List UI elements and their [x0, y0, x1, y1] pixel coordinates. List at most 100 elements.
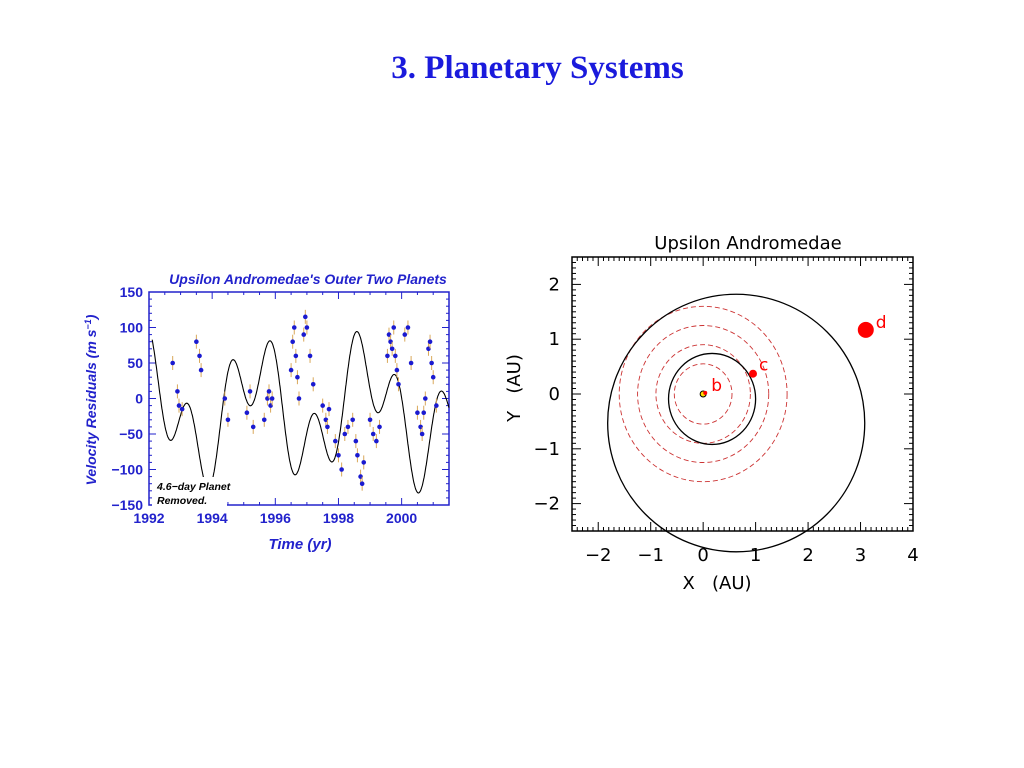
left-data-points — [170, 309, 439, 491]
habitable-zone-ring — [618, 305, 788, 483]
left-data-point — [291, 325, 297, 330]
left-data-point — [396, 382, 401, 387]
right-y-tick-label: −2 — [533, 494, 560, 515]
left-y-tick-label: 0 — [135, 391, 143, 407]
left-data-point — [393, 353, 398, 359]
left-data-point — [295, 374, 300, 380]
left-y-tick-label: 100 — [120, 320, 144, 336]
left-data-point — [385, 353, 390, 359]
left-x-tick-label: 2000 — [386, 510, 417, 526]
left-y-tick-label: −100 — [111, 462, 143, 478]
left-data-point — [370, 431, 376, 437]
left-data-point — [408, 360, 414, 366]
left-data-point — [374, 438, 379, 444]
left-data-point — [415, 410, 420, 415]
left-data-point — [304, 325, 310, 330]
habitable-zone-ring — [673, 363, 733, 425]
left-y-tick-label: 50 — [127, 355, 143, 371]
left-data-point — [301, 332, 307, 337]
left-data-point — [290, 339, 295, 344]
right-chart-title: Upsilon Andromedae — [654, 233, 841, 254]
right-x-tick-label: −2 — [585, 545, 612, 566]
left-data-point — [296, 396, 302, 401]
left-data-point — [429, 360, 434, 366]
left-x-tick-label: 1992 — [133, 510, 164, 526]
right-y-tick-label: 2 — [549, 274, 560, 295]
left-data-point — [359, 481, 365, 486]
annotation-line-1: 4.6−day Planet — [156, 481, 231, 493]
planet-c-label: c — [759, 356, 768, 376]
right-y-tick-label: −1 — [533, 439, 560, 460]
left-data-point — [325, 424, 330, 430]
right-axes — [571, 256, 914, 532]
left-x-axis-label: Time (yr) — [268, 536, 331, 553]
left-data-point — [419, 431, 425, 437]
right-y-axis-label: Y (AU) — [504, 354, 525, 423]
left-y-tick-label: −150 — [111, 497, 143, 513]
left-data-point — [353, 438, 359, 444]
left-data-point — [222, 396, 228, 401]
left-data-point — [367, 417, 373, 423]
left-data-point — [194, 339, 199, 344]
left-data-point — [430, 374, 436, 380]
annotation-line-2: Removed. — [157, 495, 207, 507]
orbit-diagram-chart: Upsilon Andromedae bcd 210−1−2−2 −1 0 1 2 3 4 … — [504, 233, 919, 594]
planet-b-marker — [703, 390, 708, 395]
left-data-point — [170, 360, 175, 366]
left-data-point — [244, 410, 250, 415]
planet-b-label: b — [711, 376, 722, 396]
left-y-axis-label-main: Velocity Residuals (m s — [83, 329, 99, 485]
left-data-point — [423, 396, 428, 401]
velocity-residuals-chart: Upsilon Andromedae's Outer Two Planets 1… — [83, 271, 450, 553]
planet-orbit — [667, 352, 757, 446]
left-data-point — [269, 396, 275, 401]
right-x-tick-label: 1 — [750, 545, 761, 566]
left-data-point — [310, 382, 316, 387]
right-x-axis-label: X (AU) — [682, 573, 751, 594]
left-data-point — [339, 467, 344, 472]
right-x-tick-label: 2 — [802, 545, 813, 566]
left-data-point — [389, 346, 395, 352]
left-fit-line — [151, 331, 450, 494]
right-y-tick-label: 1 — [549, 329, 560, 350]
slide-title: 3. Planetary Systems — [391, 50, 684, 86]
left-data-point — [179, 406, 185, 412]
left-data-point — [427, 339, 433, 344]
left-data-point — [293, 353, 299, 359]
left-data-point — [176, 403, 182, 408]
right-x-tick-label: 4 — [907, 545, 918, 566]
left-data-point — [288, 367, 294, 373]
left-data-point — [394, 367, 400, 373]
left-data-point — [320, 403, 325, 408]
left-x-tick-label: 1998 — [323, 510, 354, 526]
left-data-point — [175, 389, 180, 394]
left-data-point — [361, 460, 367, 465]
right-tick-labels: 2 1 0 −1 −2 −2 −1 0 1 2 3 4 — [533, 274, 918, 566]
left-y-tick-label: −50 — [119, 426, 143, 442]
planet-orbit — [607, 293, 866, 553]
planet-d-marker — [857, 321, 874, 338]
left-data-point — [434, 403, 439, 408]
right-x-tick-label: 0 — [697, 545, 708, 566]
right-x-tick-label: 3 — [855, 545, 866, 566]
right-plot-area: b c d — [607, 293, 887, 553]
left-data-point — [197, 353, 202, 359]
left-axes — [148, 291, 450, 506]
left-data-point — [391, 325, 397, 330]
left-data-point — [250, 424, 256, 430]
left-data-point — [225, 417, 231, 423]
right-x-tick-label: −1 — [637, 545, 664, 566]
left-data-point — [307, 353, 313, 359]
right-y-tick-label: 0 — [549, 384, 560, 405]
left-data-point — [247, 389, 253, 394]
planet-d-label: d — [876, 313, 887, 333]
left-data-point — [355, 453, 360, 458]
planet-c-marker — [748, 369, 757, 378]
habitable-zone-ring — [637, 325, 770, 463]
left-y-axis-label-close: ) — [83, 314, 99, 321]
left-chart-title: Upsilon Andromedae's Outer Two Planets — [169, 271, 447, 287]
left-data-point — [402, 332, 408, 337]
left-y-axis-label: Velocity Residuals (m s−1) — [83, 314, 99, 485]
left-data-point — [345, 424, 351, 430]
